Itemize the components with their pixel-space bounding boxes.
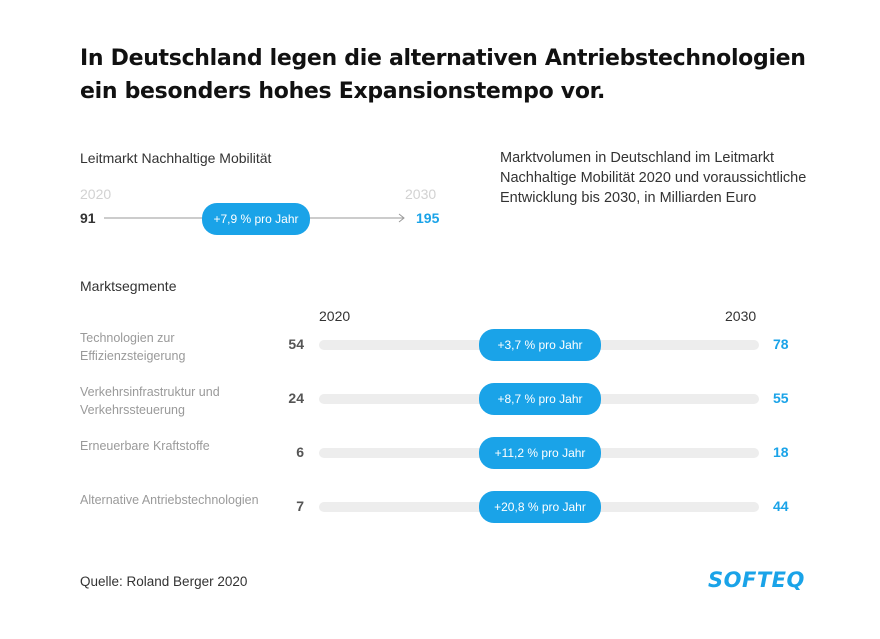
chart-description: Marktvolumen in Deutschland im Leitmarkt… <box>500 150 807 206</box>
column-2030: 2030 <box>725 308 757 324</box>
segment-value-2030: 18 <box>773 444 789 460</box>
segment-value-2030: 44 <box>773 498 789 514</box>
source-note: Quelle: Roland Berger 2020 <box>80 574 248 589</box>
segment-label: Alternative Antriebstechnologien <box>80 493 259 507</box>
leitmarkt-value-start: 91 <box>80 210 96 226</box>
segment-label: Technologien zur Effizienzsteigerung <box>80 331 186 363</box>
segment-label: Erneuerbare Kraftstoffe <box>80 439 210 453</box>
leitmarkt-year-start: 2020 <box>80 186 112 202</box>
page-title: In Deutschland legen die alternativen An… <box>80 46 806 104</box>
segment-value-2030: 55 <box>773 390 789 406</box>
leitmarkt-value-end: 195 <box>416 210 440 226</box>
segment-label: Verkehrsinfrastruktur und Verkehrssteuer… <box>80 385 220 417</box>
segment-growth-pill: +20,8 % pro Jahr <box>479 491 601 523</box>
softeq-logo: SOFTEQ <box>708 568 805 592</box>
leitmarkt-growth-pill: +7,9 % pro Jahr <box>202 203 310 235</box>
segment-value-2020: 6 <box>296 444 304 460</box>
segment-value-2020: 54 <box>288 336 304 352</box>
leitmarkt-label: Leitmarkt Nachhaltige Mobilität <box>80 150 272 166</box>
segments-header: Marktsegmente <box>80 278 177 294</box>
segment-value-2020: 7 <box>296 498 304 514</box>
column-2020: 2020 <box>319 308 351 324</box>
segment-growth-pill: +11,2 % pro Jahr <box>479 437 601 469</box>
segment-value-2020: 24 <box>288 390 304 406</box>
leitmarkt-year-end: 2030 <box>405 186 437 202</box>
segment-value-2030: 78 <box>773 336 789 352</box>
segment-growth-pill: +3,7 % pro Jahr <box>479 329 601 361</box>
segment-growth-pill: +8,7 % pro Jahr <box>479 383 601 415</box>
